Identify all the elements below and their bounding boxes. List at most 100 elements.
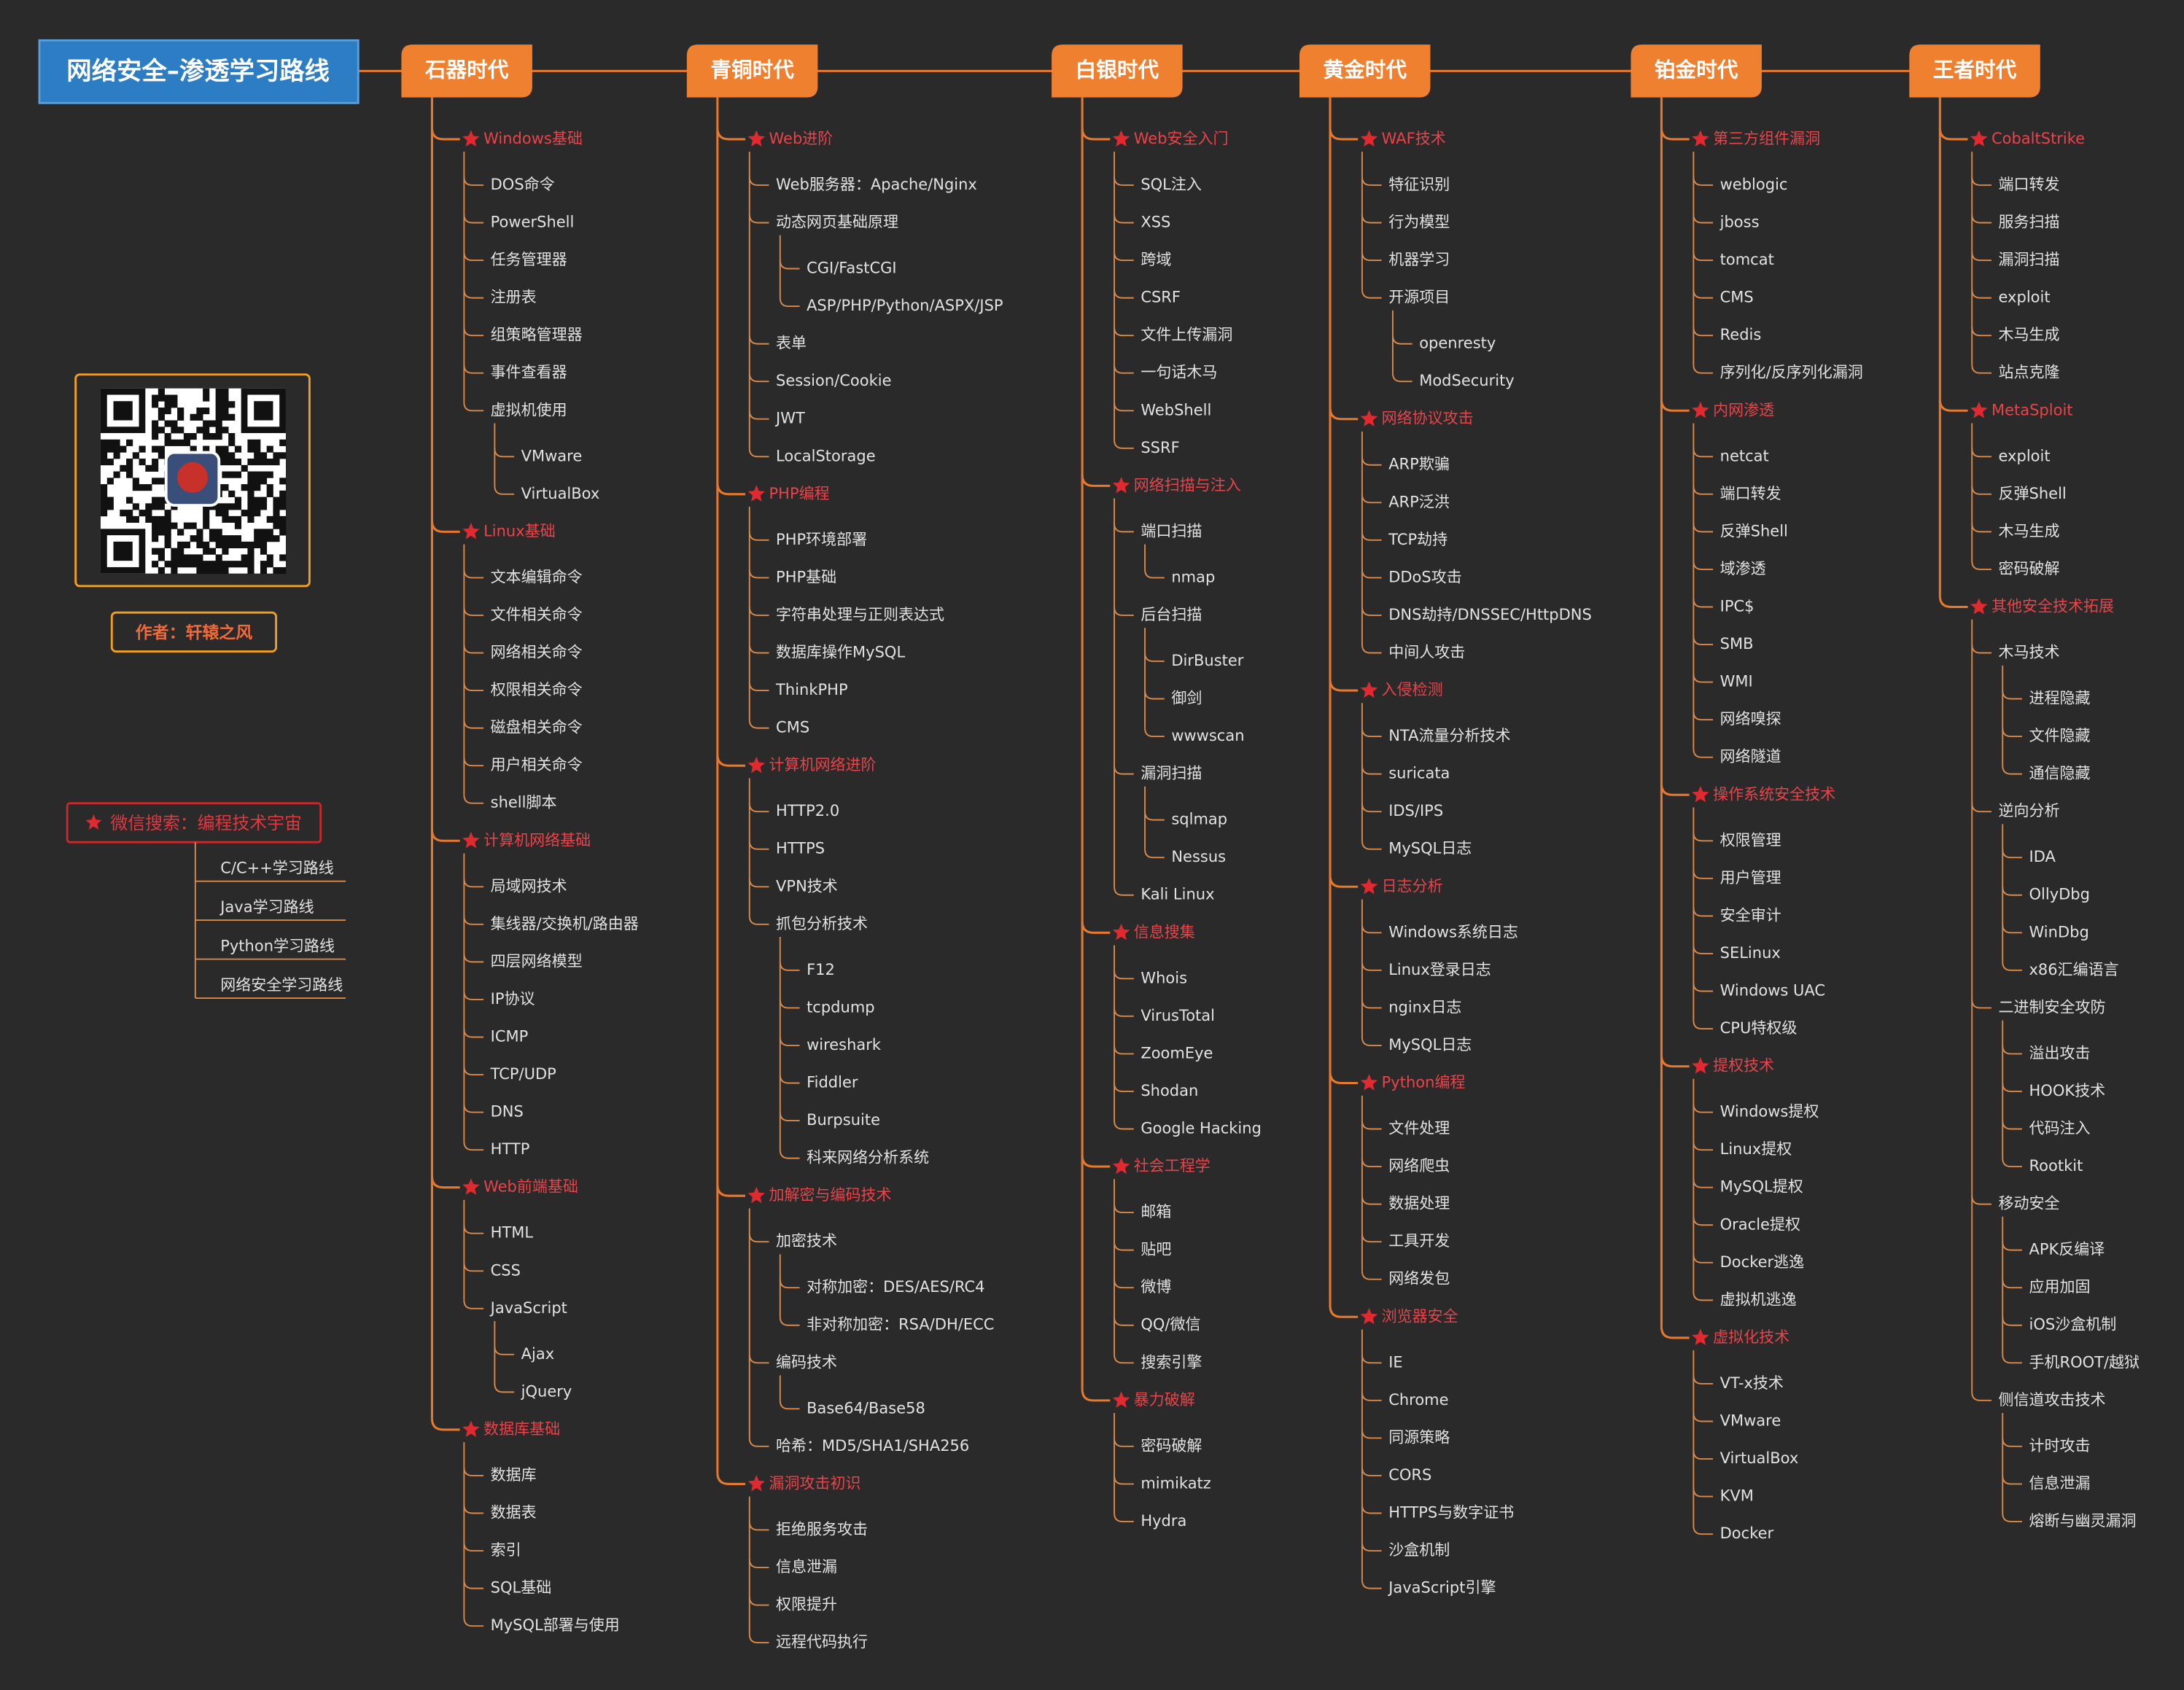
qr-module	[152, 464, 159, 472]
qr-code	[101, 388, 287, 575]
qr-module	[247, 439, 254, 446]
leaf: 手机ROOT/越狱	[2029, 1353, 2140, 1371]
leaf: 进程隐藏	[2029, 690, 2091, 707]
qr-module	[279, 439, 287, 446]
leaf: CMS	[776, 719, 809, 736]
leaf: 远程代码执行	[776, 1633, 868, 1651]
qr-module	[152, 535, 159, 542]
qr-module	[228, 433, 236, 440]
connector	[779, 1317, 800, 1326]
qr-module	[228, 515, 236, 523]
qr-module	[279, 497, 287, 504]
qr-module	[171, 439, 178, 446]
leaf: 网络发包	[1388, 1270, 1450, 1288]
leaf: 沙盒机制	[1388, 1541, 1450, 1559]
leaf: 事件查看器	[491, 364, 567, 381]
era-header	[401, 44, 532, 98]
qr-module	[209, 433, 217, 440]
qr-module	[254, 471, 261, 478]
qr-module	[101, 459, 108, 466]
qr-module	[177, 554, 184, 561]
qr-module	[106, 478, 114, 485]
leaf: 特征识别	[1388, 176, 1450, 193]
leaf: 文件处理	[1388, 1120, 1450, 1137]
leaf: VMware	[1720, 1411, 1781, 1429]
qr-module	[260, 548, 268, 555]
qr-module	[222, 541, 229, 549]
qr-module	[190, 561, 197, 568]
qr-module	[273, 497, 280, 504]
qr-module	[247, 471, 254, 478]
era-title: 白银时代	[1076, 57, 1159, 82]
topic-connector	[1938, 596, 1968, 609]
leaf: 权限管理	[1720, 831, 1781, 849]
topic-connector	[430, 1418, 460, 1431]
qr-module	[247, 497, 254, 504]
qr-module	[145, 515, 152, 523]
topic: 虚拟化技术	[1713, 1328, 1789, 1346]
leaf: 对称加密：DES/AES/RC4	[807, 1278, 984, 1296]
qr-module	[209, 420, 217, 427]
leaf: Redis	[1720, 326, 1762, 343]
qr-module	[164, 529, 171, 536]
leaf: CGI/FastCGI	[807, 260, 897, 277]
leaf: F12	[807, 961, 835, 978]
qr-module	[247, 548, 254, 555]
qr-module	[203, 427, 210, 434]
qr-module	[158, 554, 165, 561]
leaf: JavaScript引擎	[1387, 1579, 1496, 1597]
qr-module	[152, 420, 159, 427]
qr-module	[177, 413, 184, 421]
qr-module	[234, 522, 242, 529]
qr-module	[158, 394, 165, 402]
qr-module	[158, 445, 165, 453]
leaf: 文件相关命令	[491, 606, 583, 623]
topic: Linux基础	[483, 522, 556, 540]
leaf: 网络嗅探	[1720, 710, 1781, 728]
qr-module	[222, 401, 229, 408]
leaf: Chrome	[1388, 1391, 1448, 1409]
topic: Web进阶	[769, 130, 833, 147]
leaf: 贴吧	[1140, 1241, 1171, 1258]
qr-module	[222, 407, 229, 415]
qr-module	[145, 503, 152, 510]
connector	[2002, 766, 2022, 775]
connector	[1114, 1121, 1134, 1130]
connector	[748, 720, 769, 729]
connector	[494, 486, 515, 495]
author-box	[110, 611, 278, 653]
topic-star	[1112, 476, 1130, 494]
qr-module	[228, 413, 236, 421]
qr-module	[113, 445, 120, 453]
qr-module	[234, 459, 242, 466]
qr-module	[152, 433, 159, 440]
qr-finder	[101, 388, 146, 434]
title-box	[38, 39, 360, 104]
qr-module	[215, 561, 222, 568]
qr-module	[203, 522, 210, 529]
qr-module	[247, 541, 254, 549]
topic-star	[1692, 1328, 1709, 1345]
qr-module	[260, 459, 268, 466]
qr-module	[152, 529, 159, 536]
qr-module	[234, 561, 242, 568]
leaf: Ajax	[521, 1345, 555, 1363]
connector	[1114, 1354, 1134, 1364]
leaf: DirBuster	[1171, 652, 1243, 669]
leaf: 数据处理	[1388, 1195, 1450, 1212]
wechat-search: 微信搜索：编程技术宇宙	[110, 813, 301, 833]
qr-module	[190, 522, 197, 529]
qr-module	[215, 510, 222, 517]
leaf: 四层网络模型	[491, 952, 583, 970]
qr-module	[260, 503, 268, 510]
connector	[2002, 1354, 2022, 1364]
topic-star	[462, 831, 480, 849]
leaf: TCP/UDP	[490, 1065, 556, 1083]
qr-module	[247, 445, 254, 453]
leaf: CMS	[1720, 289, 1754, 306]
leaf: jQuery	[521, 1382, 572, 1400]
leaf: Kali Linux	[1140, 886, 1214, 903]
leaf: 服务扫描	[1999, 214, 2060, 231]
connector	[2002, 1513, 2022, 1522]
leaf: WMI	[1720, 673, 1753, 690]
